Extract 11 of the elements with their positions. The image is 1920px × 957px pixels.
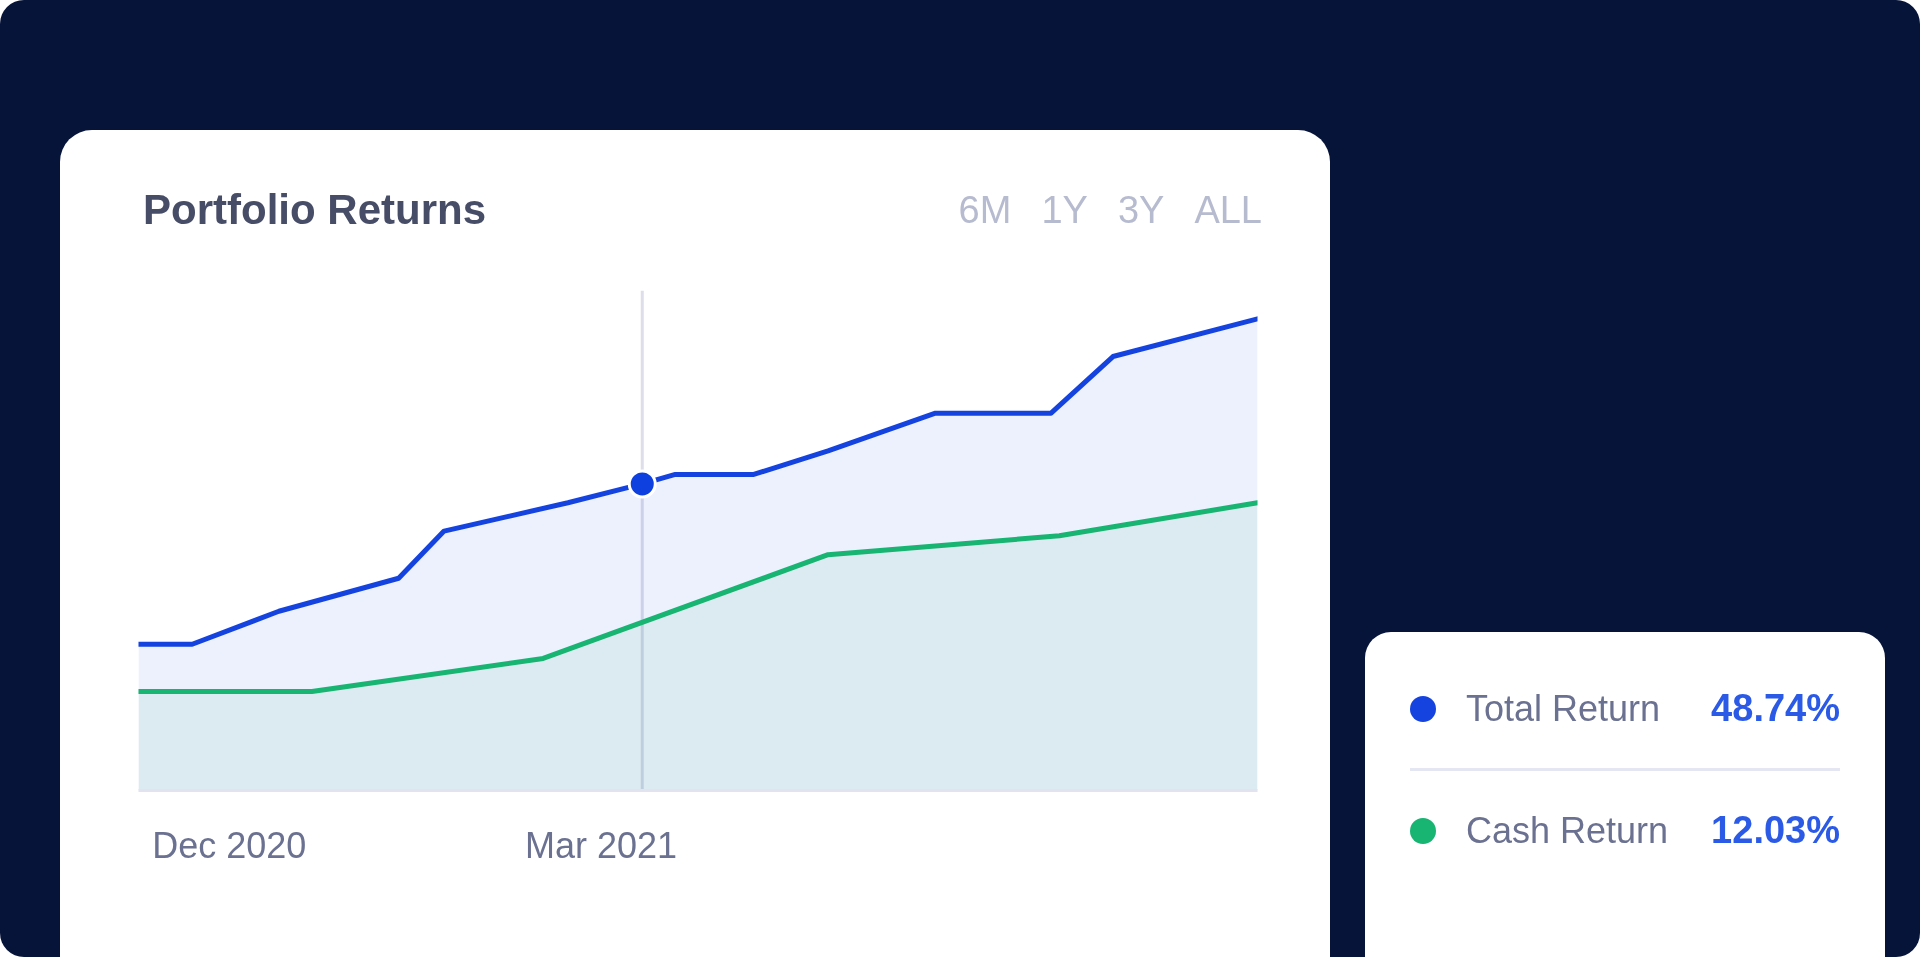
x-tick-label: Mar 2021 xyxy=(524,824,678,866)
text: 3Y xyxy=(1117,188,1165,231)
x-tick-label: Dec 2020 xyxy=(152,824,307,866)
text: 1Y xyxy=(1041,188,1088,231)
chart-title: Portfolio Returns xyxy=(143,186,486,234)
text: ALL xyxy=(1194,188,1262,231)
text: 48.74% xyxy=(1711,687,1840,730)
text: 12.03% xyxy=(1711,809,1840,852)
text: 6M xyxy=(958,188,1012,231)
legend-label: Cash Return xyxy=(1466,809,1669,852)
legend-label: Total Return xyxy=(1466,687,1661,730)
